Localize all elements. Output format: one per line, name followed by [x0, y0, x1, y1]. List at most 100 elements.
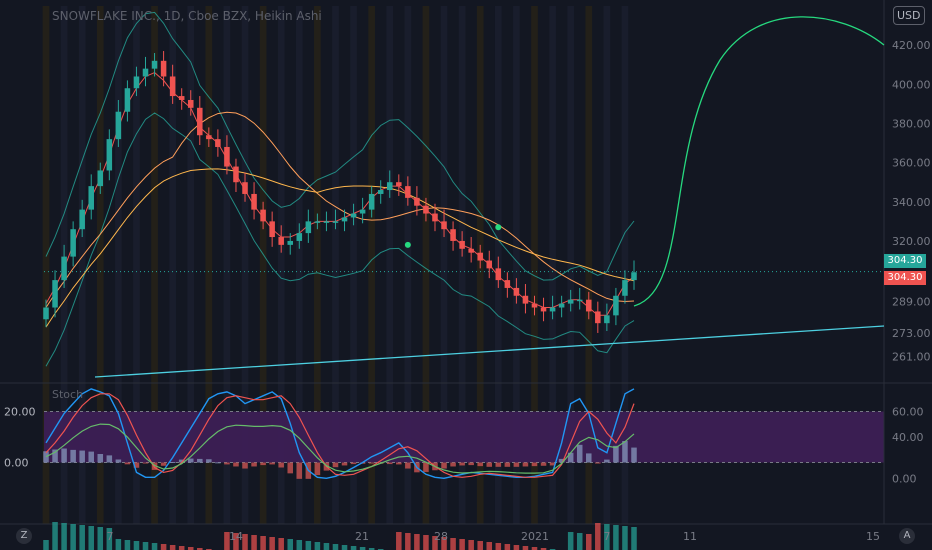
currency-button[interactable]: USD	[893, 6, 925, 25]
volume-bar	[115, 539, 122, 550]
stoch-hist-bar	[43, 451, 49, 463]
time-tick-label: 7	[604, 530, 611, 543]
volume-bar	[586, 534, 592, 550]
candle-body	[522, 295, 529, 304]
volume-bar	[359, 547, 366, 550]
session-stripe	[404, 6, 412, 524]
stoch-hist-bar	[450, 462, 456, 467]
stoch-hist-bar	[613, 445, 619, 463]
volume-bar	[151, 543, 158, 550]
stoch-hist-bar	[549, 462, 556, 466]
volume-bar	[61, 523, 67, 550]
stoch-hist-bar	[540, 462, 547, 466]
stoch-hist-bar	[206, 459, 212, 463]
auto-scale-button[interactable]: A	[899, 528, 915, 544]
volume-bar	[540, 548, 547, 550]
stoch-hist-bar	[386, 462, 393, 465]
volume-bar	[595, 523, 601, 550]
time-tick-label: 2021	[521, 530, 549, 543]
session-stripe	[368, 6, 375, 524]
candle-body	[323, 221, 330, 223]
price-tick-label: 289.00	[892, 296, 931, 309]
candle-body	[432, 213, 438, 222]
timezone-button[interactable]: Z	[16, 528, 32, 544]
session-stripe	[169, 6, 176, 524]
signal-dot	[404, 241, 411, 248]
stoch-hist-bar	[287, 462, 294, 474]
volume-bar	[396, 532, 402, 550]
volume-bar	[142, 542, 149, 550]
price-tick-label: 360.00	[892, 157, 931, 170]
stoch-hist-bar	[169, 462, 176, 464]
candle-body	[531, 303, 538, 308]
volume-bar	[332, 544, 339, 550]
candle-body	[377, 190, 384, 194]
candle-body	[296, 233, 303, 241]
candle-body	[61, 256, 67, 281]
candle-body	[513, 287, 520, 296]
stoch-hist-bar	[278, 462, 284, 468]
session-stripe	[133, 6, 140, 524]
candle-body	[215, 139, 221, 147]
stoch-hist-bar	[242, 462, 248, 469]
stoch-tick-label: 40.00	[892, 431, 924, 444]
stoch-hist-bar	[513, 462, 520, 467]
stoch-hist-bar	[405, 462, 411, 469]
stoch-hist-bar	[124, 462, 131, 465]
candle-body	[468, 248, 474, 253]
session-stripe	[78, 6, 86, 524]
candle-body	[97, 170, 104, 187]
volume-bar	[432, 536, 438, 550]
volume-bar	[296, 540, 303, 550]
candle-body	[269, 221, 275, 238]
stoch-signal-line	[45, 423, 635, 474]
candle-body	[604, 315, 610, 324]
volume-bar	[233, 533, 239, 550]
volume-bar	[187, 547, 194, 550]
stoch-hist-bar	[61, 448, 67, 463]
stoch-hist-bar	[197, 458, 203, 463]
volume-bar	[323, 543, 330, 550]
volume-bar	[133, 541, 140, 550]
chart-title: SNOWFLAKE INC., 1D, Cboe BZX, Heikin Ash…	[52, 9, 322, 23]
volume-bar	[260, 536, 266, 550]
stoch-hist-bar	[567, 452, 574, 463]
candle-body	[88, 186, 94, 210]
stoch-label: Stoch	[52, 388, 84, 401]
candle-body	[197, 107, 203, 136]
stoch-hist-bar	[178, 459, 185, 463]
session-stripe	[513, 6, 520, 524]
session-stripe	[531, 6, 538, 524]
stoch-hist-bar	[522, 462, 529, 467]
candle-body	[305, 221, 312, 234]
volume-bar	[522, 546, 529, 550]
stoch-left-label: 0.00	[4, 457, 29, 470]
volume-bar	[251, 535, 257, 550]
candle-body	[549, 307, 556, 312]
volume-bar	[531, 547, 538, 550]
candle-body	[206, 135, 212, 140]
time-tick-label: 14	[229, 530, 243, 543]
stoch-hist-bar	[486, 462, 493, 467]
candle-body	[160, 60, 167, 77]
session-stripe	[277, 6, 285, 524]
candle-body	[359, 209, 366, 214]
candle-body	[576, 299, 583, 302]
candle-body	[314, 221, 321, 223]
candle-body	[115, 111, 122, 140]
volume-bar	[88, 526, 94, 550]
stoch-hist-bar	[224, 462, 230, 465]
volume-bar	[242, 534, 248, 550]
session-stripe	[422, 6, 430, 524]
candle-body	[495, 268, 502, 281]
ma-slow-line	[45, 111, 635, 308]
stoch-hist-bar	[142, 462, 149, 464]
session-stripe	[314, 6, 321, 524]
session-stripe	[440, 6, 448, 524]
price-tick-label: 340.00	[892, 196, 931, 209]
stoch-tick-label: 0.00	[892, 472, 917, 485]
candle-body	[396, 182, 402, 187]
session-stripe	[259, 6, 267, 524]
